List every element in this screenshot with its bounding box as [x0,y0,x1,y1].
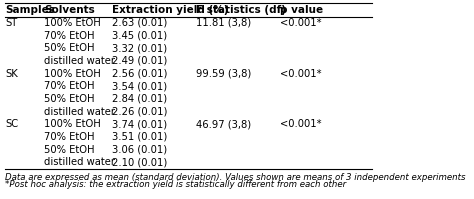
Text: 100% EtOH: 100% EtOH [45,68,101,79]
Text: 50% EtOH: 50% EtOH [45,94,95,104]
Text: 2.26 (0.01): 2.26 (0.01) [112,106,167,117]
Text: 46.97 (3,8): 46.97 (3,8) [196,119,251,129]
Text: 2.56 (0.01): 2.56 (0.01) [112,68,167,79]
Text: 3.32 (0.01): 3.32 (0.01) [112,43,167,53]
Text: 3.54 (0.01): 3.54 (0.01) [112,81,167,91]
Text: distilled water: distilled water [45,157,116,167]
Text: 50% EtOH: 50% EtOH [45,144,95,154]
Text: 100% EtOH: 100% EtOH [45,119,101,129]
Text: Data are expressed as mean (standard deviation). Values shown are means of 3 ind: Data are expressed as mean (standard dev… [5,173,465,182]
Text: 3.74 (0.01): 3.74 (0.01) [112,119,167,129]
Text: <0.001*: <0.001* [280,18,322,28]
Text: 100% EtOH: 100% EtOH [45,18,101,28]
Text: 99.59 (3,8): 99.59 (3,8) [196,68,251,79]
Text: 3.45 (0.01): 3.45 (0.01) [112,31,167,41]
Text: Samples: Samples [5,5,55,15]
Text: 70% EtOH: 70% EtOH [45,81,95,91]
Text: Solvents: Solvents [45,5,95,15]
Text: distilled water: distilled water [45,56,116,66]
Text: Extraction yield (%): Extraction yield (%) [112,5,228,15]
Text: 3.51 (0.01): 3.51 (0.01) [112,132,167,142]
Text: 2.84 (0.01): 2.84 (0.01) [112,94,167,104]
Text: 2.49 (0.01): 2.49 (0.01) [112,56,167,66]
Text: <0.001*: <0.001* [280,119,322,129]
Text: SC: SC [5,119,18,129]
Text: ST: ST [5,18,18,28]
Text: p value: p value [280,5,323,15]
Text: 2.63 (0.01): 2.63 (0.01) [112,18,167,28]
Text: 70% EtOH: 70% EtOH [45,31,95,41]
Text: 70% EtOH: 70% EtOH [45,132,95,142]
Text: 11.81 (3,8): 11.81 (3,8) [196,18,251,28]
Text: distilled water: distilled water [45,106,116,117]
Text: SK: SK [5,68,18,79]
Text: F statistics (df): F statistics (df) [196,5,286,15]
Text: <0.001*: <0.001* [280,68,322,79]
Text: 3.06 (0.01): 3.06 (0.01) [112,144,167,154]
Text: *Post hoc analysis: the extraction yield is statistically different from each ot: *Post hoc analysis: the extraction yield… [5,180,346,189]
Text: 50% EtOH: 50% EtOH [45,43,95,53]
Text: 2.10 (0.01): 2.10 (0.01) [112,157,167,167]
